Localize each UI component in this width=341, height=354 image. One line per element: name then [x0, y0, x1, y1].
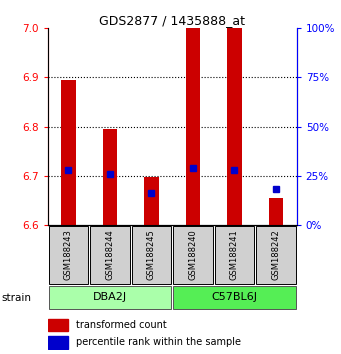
Text: GSM188241: GSM188241	[230, 229, 239, 280]
Text: GSM188244: GSM188244	[105, 229, 115, 280]
Bar	[214, 226, 254, 284]
Bar	[48, 286, 172, 308]
Text: DBA2J: DBA2J	[93, 292, 127, 302]
Text: strain: strain	[2, 293, 32, 303]
Bar	[256, 226, 296, 284]
Text: GSM188243: GSM188243	[64, 229, 73, 280]
Bar	[103, 129, 117, 225]
Bar	[269, 198, 283, 225]
Text: transformed count: transformed count	[76, 320, 167, 330]
Title: GDS2877 / 1435888_at: GDS2877 / 1435888_at	[99, 14, 245, 27]
Bar	[132, 226, 172, 284]
Bar	[144, 177, 159, 225]
Bar	[48, 226, 88, 284]
Text: C57BL6J: C57BL6J	[211, 292, 257, 302]
Bar	[173, 286, 296, 308]
Bar	[227, 28, 242, 225]
Text: percentile rank within the sample: percentile rank within the sample	[76, 337, 241, 347]
Text: GSM188240: GSM188240	[189, 229, 197, 280]
Text: GSM188242: GSM188242	[271, 229, 280, 280]
Bar	[186, 28, 200, 225]
Bar	[48, 319, 68, 331]
Bar	[61, 80, 76, 225]
Bar	[173, 226, 213, 284]
Bar	[90, 226, 130, 284]
Text: GSM188245: GSM188245	[147, 229, 156, 280]
Bar	[48, 336, 68, 349]
